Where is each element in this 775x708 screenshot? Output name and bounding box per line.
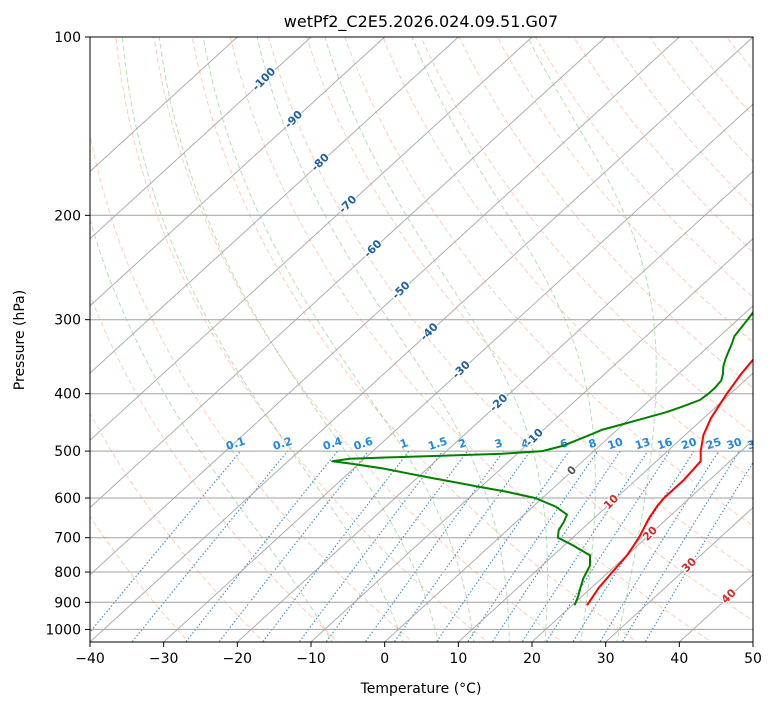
x-tick-label: −40 (75, 651, 105, 667)
mixing-ratio-label: 4 (520, 436, 532, 451)
isotherm-line (90, 37, 607, 509)
dry-adiabat-line (267, 37, 753, 622)
x-axis-label: Temperature (°C) (360, 681, 482, 697)
mixing-ratio-line (325, 450, 468, 642)
isotherm-line (90, 37, 386, 307)
y-tick-label: 1000 (45, 622, 81, 638)
isotherm-line (90, 37, 460, 374)
isotherm-line (90, 37, 239, 173)
mixing-ratio-label: 3 (493, 436, 504, 451)
mixing-ratio-label: 25 (704, 435, 723, 452)
mixing-ratio-label: 13 (633, 435, 652, 452)
dry-adiabat-line (535, 37, 753, 298)
y-axis-label: Pressure (hPa) (12, 290, 28, 390)
mixing-ratio-label: 0.1 (224, 435, 247, 453)
temperature-profile-line (586, 358, 753, 606)
mixing-ratio-line (364, 450, 505, 642)
dry-adiabat-line (458, 37, 753, 389)
isotherm-line (457, 372, 753, 642)
y-tick-label: 200 (54, 208, 81, 224)
mixing-ratio-label: 6 (558, 436, 570, 451)
mixing-ratio-line (521, 450, 649, 642)
dry-adiabat-line (153, 37, 564, 642)
dry-adiabat-line (306, 37, 753, 574)
x-tick-label: −20 (223, 651, 253, 667)
mixing-ratio-label: 0.2 (271, 435, 294, 453)
x-tick-label: 10 (449, 651, 467, 667)
mixing-ratio-line (298, 450, 444, 642)
isotherm-line (531, 439, 753, 642)
plot-frame (89, 36, 754, 643)
mixing-ratio-line (393, 450, 531, 642)
mixing-ratio-line (435, 450, 570, 642)
isotherm-line (604, 506, 753, 642)
y-tick-label: 100 (54, 30, 81, 46)
dewpoint-profile-line (331, 310, 753, 606)
mixing-ratio-label: 10 (606, 435, 625, 452)
x-tick-label: 30 (597, 651, 615, 667)
x-tick-label: −30 (149, 651, 179, 667)
mixing-ratio-line (218, 450, 369, 642)
mixing-ratio-label: 30 (725, 435, 744, 452)
y-tick-label: 400 (54, 387, 81, 403)
dry-adiabat-line (382, 37, 753, 481)
mixing-ratio-label: 2 (457, 436, 468, 451)
y-tick-label: 600 (54, 491, 81, 507)
isotherm-line (310, 237, 753, 642)
isotherm-line (236, 170, 753, 642)
x-tick-label: 40 (670, 651, 688, 667)
mixing-ratio-label: 1.5 (426, 435, 449, 453)
y-tick-label: 300 (54, 313, 81, 329)
mixing-ratio-line (185, 450, 339, 642)
y-tick-label: 700 (54, 531, 81, 547)
isotherm-line (162, 103, 753, 642)
mixing-ratio-label: 0.4 (321, 434, 344, 452)
y-axis-ticks: 1000 900 800 700 600 500 400 300 200 100 (45, 30, 90, 638)
isotherm-line (90, 37, 753, 642)
x-tick-label: 0 (380, 651, 389, 667)
mixing-ratio-label: 8 (587, 436, 598, 451)
dry-adiabat-line (90, 293, 339, 642)
dry-adiabat-line (191, 37, 638, 642)
dry-adiabat-line (344, 37, 753, 527)
mixing-ratio-label: 0.6 (352, 434, 375, 452)
dry-adiabat-line (90, 131, 414, 642)
isotherm-line (90, 37, 681, 576)
isotherm-line (90, 37, 312, 240)
x-axis-ticks: −40 −30 −20 −10 0 10 20 30 40 50 (75, 642, 762, 667)
mixing-ratio-label: 20 (680, 435, 699, 452)
mixing-ratio-line (621, 450, 740, 642)
y-tick-label: 900 (54, 595, 81, 611)
sounding-series (331, 310, 753, 606)
y-tick-label: 500 (54, 444, 81, 460)
x-tick-label: −10 (296, 651, 326, 667)
mixing-ratio-label: 16 (656, 435, 675, 452)
dry-adiabat-line (420, 37, 753, 435)
isotherm-line (383, 305, 753, 642)
y-tick-label: 800 (54, 565, 81, 581)
mixing-ratio-label: 36 (746, 435, 765, 452)
background-lines (90, 37, 753, 642)
mixing-ratio-line (599, 450, 720, 642)
isotherm-line (90, 37, 533, 441)
x-tick-label: 20 (523, 651, 541, 667)
chart-title: wetPf2_C2E5.2026.024.09.51.G07 (284, 12, 558, 32)
mixing-ratio-line (90, 450, 242, 633)
moist-adiabat-line (121, 37, 404, 642)
mixing-ratio-label: 1 (398, 436, 409, 451)
x-tick-label: 50 (744, 651, 762, 667)
